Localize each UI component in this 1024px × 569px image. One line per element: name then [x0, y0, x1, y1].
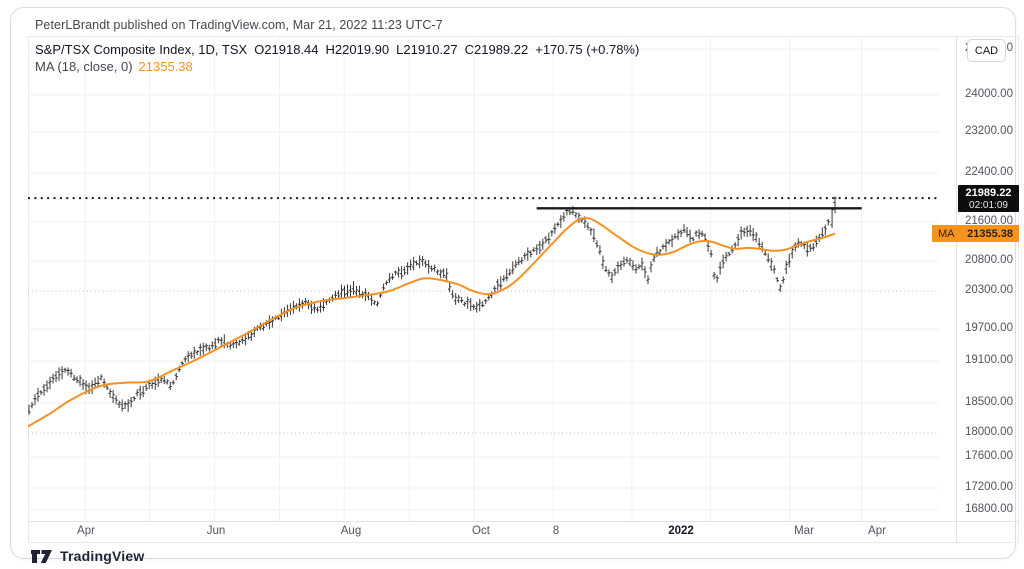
price-scale-label: 18000.00 [965, 426, 1013, 438]
low-value: L21910.27 [396, 42, 458, 57]
last-price-value: 21989.22 [965, 186, 1012, 199]
ma-value: 21355.38 [138, 59, 193, 74]
bar-countdown: 02:01:09 [969, 199, 1008, 211]
price-scale-separator [956, 36, 957, 543]
time-scale-label: Mar [794, 525, 814, 537]
price-scale-label: 21600.00 [965, 215, 1013, 227]
price-scale-label: 18500.00 [965, 396, 1013, 408]
tradingview-branding[interactable]: TradingView [31, 548, 144, 564]
time-scale[interactable]: Apr Jun Aug Oct 8 2022 Mar Apr [28, 521, 1019, 543]
price-scale-label: 16800.00 [965, 503, 1013, 515]
chart-legend: S&P/TSX Composite Index, 1D, TSX O21918.4… [35, 41, 639, 75]
ma-badge-value: 21355.38 [967, 227, 1013, 240]
change-value: +170.75 (+0.78%) [535, 42, 640, 57]
price-scale-label: 23200.00 [965, 125, 1013, 137]
high-value: H22019.90 [325, 42, 390, 57]
legend-symbol-row[interactable]: S&P/TSX Composite Index, 1D, TSX O21918.4… [35, 41, 639, 58]
legend-ma-row[interactable]: MA (18, close, 0) 21355.38 [35, 58, 639, 75]
ma-label: MA (18, close, 0) [35, 59, 133, 74]
price-scale-label: 19700.00 [965, 322, 1013, 334]
symbol-title: S&P/TSX Composite Index, 1D, TSX [35, 42, 248, 57]
currency-toggle-button[interactable]: CAD [967, 39, 1006, 62]
time-scale-label: Apr [77, 525, 95, 537]
time-scale-label: 8 [552, 525, 560, 537]
price-scale-label: 19100.00 [965, 354, 1013, 366]
price-scale[interactable]: 25000.0024000.0023200.0022400.0021600.00… [956, 36, 1019, 521]
last-price-badge: 21989.22 02:01:09 [958, 185, 1019, 213]
chart-card: PeterLBrandt published on TradingView.co… [10, 7, 1019, 564]
close-value: C21989.22 [464, 42, 529, 57]
price-scale-label: 17600.00 [965, 450, 1013, 462]
time-scale-label: Oct [472, 525, 490, 537]
price-scale-label: 20300.00 [965, 284, 1013, 296]
ma-price-badge: MA 21355.38 [932, 225, 1019, 243]
price-scale-label: 20800.00 [965, 254, 1013, 266]
time-scale-label: Aug [340, 525, 362, 537]
time-scale-label: Jun [206, 525, 226, 537]
tradingview-wordmark: TradingView [60, 548, 145, 564]
time-scale-separator [28, 521, 1019, 522]
price-scale-label: 22400.00 [965, 166, 1013, 178]
time-scale-label: 2022 [668, 525, 694, 537]
ohlc-values: O21918.44 H22019.90 L21910.27 C21989.22 +170… [247, 42, 639, 57]
open-value: O21918.44 [254, 42, 319, 57]
price-pane-canvas[interactable] [28, 36, 956, 521]
publish-byline: PeterLBrandt published on TradingView.co… [35, 18, 443, 32]
time-scale-label: Apr [868, 525, 886, 537]
tradingview-logo-icon [31, 549, 52, 563]
price-scale-label: 17200.00 [965, 481, 1013, 493]
ma-badge-label: MA [938, 227, 955, 240]
price-scale-label: 24000.00 [965, 88, 1013, 100]
